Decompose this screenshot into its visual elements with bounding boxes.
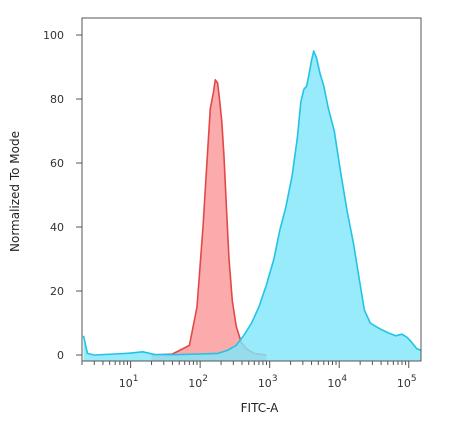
x-tick-label: 102	[188, 374, 208, 390]
series-layer	[82, 50, 422, 362]
y-tick-label: 0	[57, 349, 64, 362]
y-tick-label: 100	[43, 29, 64, 42]
y-tick-label: 60	[50, 157, 64, 170]
x-tick-label: 105	[397, 374, 417, 390]
y-axis-title: Normalized To Mode	[8, 131, 22, 252]
histogram-fill-2	[83, 51, 421, 361]
y-tick-label: 20	[50, 285, 64, 298]
y-tick-label: 40	[50, 221, 64, 234]
histogram-line-2	[82, 50, 422, 356]
x-axis-title: FITC-A	[241, 401, 280, 415]
y-axis-ticks: 0 20 40 60 80 100	[43, 29, 82, 362]
x-axis-ticks: 101 102 103 104 105	[81, 361, 417, 390]
x-tick-label: 101	[119, 374, 139, 390]
plot-frame	[81, 17, 422, 362]
x-tick-label: 103	[258, 374, 278, 390]
histogram-line-1	[151, 79, 267, 356]
y-tick-label: 80	[50, 93, 64, 106]
histogram-fill-1	[151, 79, 267, 362]
x-tick-label: 104	[327, 374, 347, 390]
